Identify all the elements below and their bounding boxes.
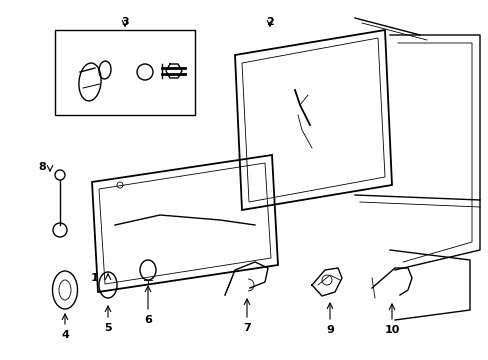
Text: 10: 10 (384, 325, 399, 335)
Text: 8: 8 (38, 162, 46, 172)
Text: 9: 9 (325, 325, 333, 335)
Text: 1: 1 (91, 273, 99, 283)
Text: 4: 4 (61, 330, 69, 340)
Text: 2: 2 (265, 17, 273, 27)
Text: 7: 7 (243, 323, 250, 333)
Text: 5: 5 (104, 323, 112, 333)
Text: 6: 6 (144, 315, 152, 325)
Bar (55, 30, 195, 115)
Text: 3: 3 (121, 17, 128, 27)
